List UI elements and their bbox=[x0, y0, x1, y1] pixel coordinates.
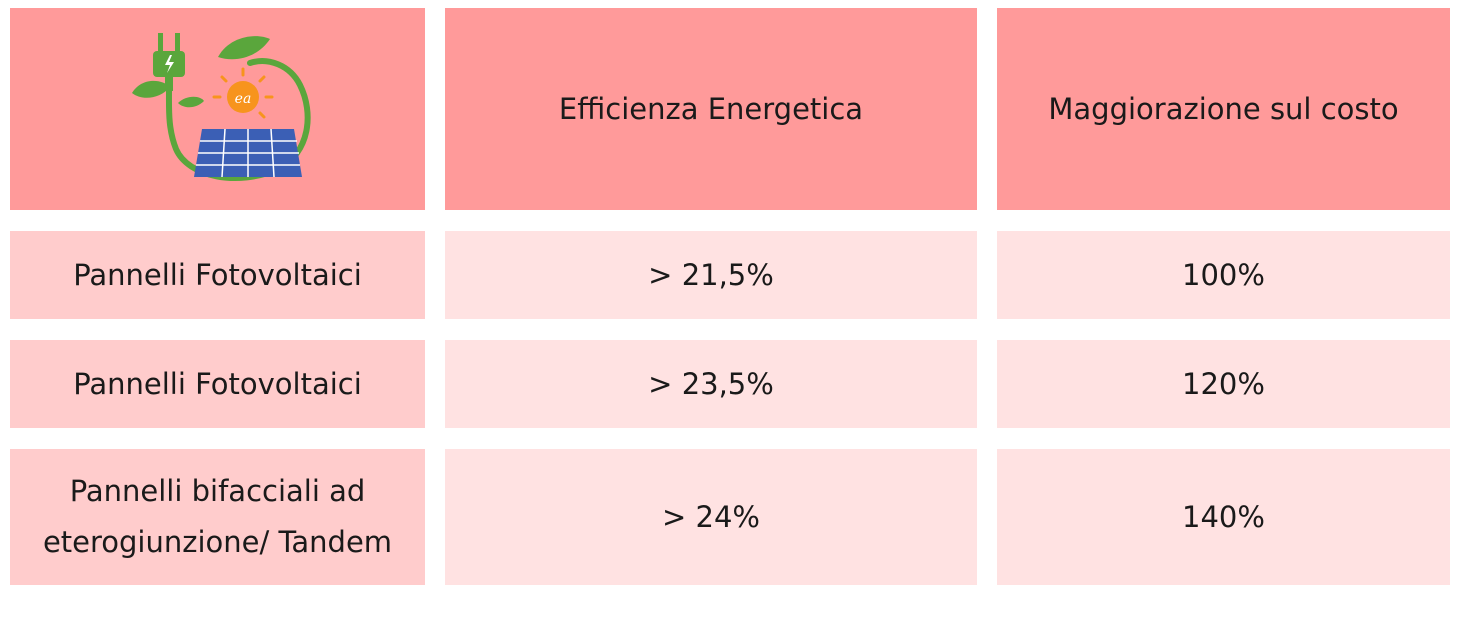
column-header-cost-label: Maggiorazione sul costo bbox=[1048, 92, 1399, 126]
table-row-1-cost: 100% bbox=[997, 231, 1450, 319]
table-row-3-efficiency: > 24% bbox=[445, 449, 977, 585]
column-header-efficiency: Efficienza Energetica bbox=[445, 8, 977, 210]
efficiency-value: > 21,5% bbox=[648, 258, 774, 292]
row-label: Pannelli Fotovoltaici bbox=[73, 257, 362, 292]
table-row-1-efficiency: > 21,5% bbox=[445, 231, 977, 319]
column-header-cost: Maggiorazione sul costo bbox=[997, 8, 1450, 210]
logo-text: ea bbox=[234, 91, 251, 107]
efficiency-value: > 24% bbox=[662, 500, 760, 534]
solar-energy-logo-icon: ea bbox=[131, 33, 311, 182]
column-header-efficiency-label: Efficienza Energetica bbox=[558, 92, 864, 126]
row-label-line-1: Pannelli bifacciali ad bbox=[69, 474, 366, 508]
table-row-3-label: Pannelli bifacciali ad eterogiunzione/ T… bbox=[10, 449, 425, 585]
header-logo-cell: ea bbox=[10, 8, 425, 210]
table-row-3-cost: 140% bbox=[997, 449, 1450, 585]
row-label: Pannelli Fotovoltaici bbox=[73, 366, 362, 401]
table-row-1-label: Pannelli Fotovoltaici bbox=[10, 231, 425, 319]
efficiency-value: > 23,5% bbox=[648, 367, 774, 401]
table-row-2-label: Pannelli Fotovoltaici bbox=[10, 340, 425, 428]
cost-value: 140% bbox=[1182, 500, 1265, 534]
cost-value: 100% bbox=[1182, 258, 1265, 292]
cost-value: 120% bbox=[1182, 367, 1265, 401]
table-row-2-cost: 120% bbox=[997, 340, 1450, 428]
table-row-2-efficiency: > 23,5% bbox=[445, 340, 977, 428]
row-label-line-2: eterogiunzione/ Tandem bbox=[42, 525, 393, 559]
